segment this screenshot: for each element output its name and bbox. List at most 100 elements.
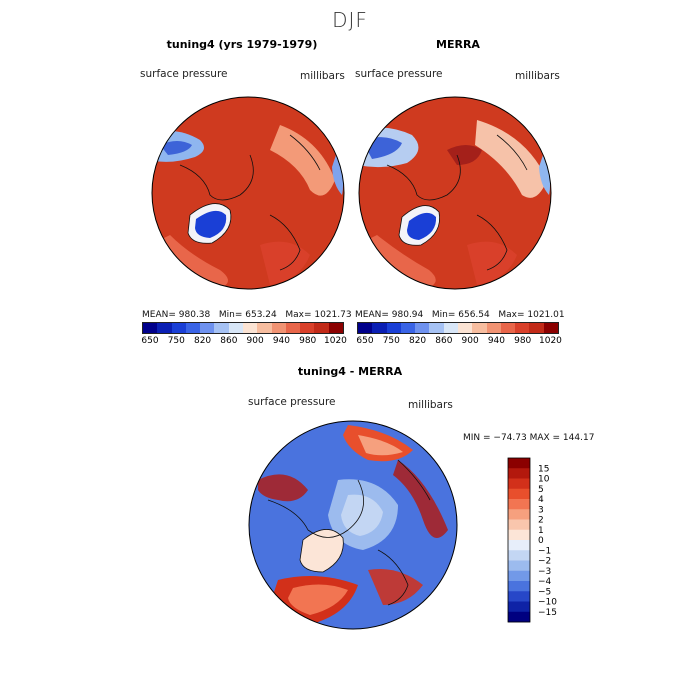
diff-colorbar-segment — [508, 529, 530, 541]
model-panel-title: tuning4 (yrs 1979-1979) — [166, 38, 318, 51]
diff-colorbar-segment — [508, 519, 530, 531]
diff-map-region-top-positive-light — [358, 435, 403, 456]
diff-colorbar-segment — [508, 601, 530, 613]
obs-colorbar-segment — [472, 323, 487, 333]
obs-colorbar-segment — [457, 323, 473, 333]
diff-colorbar-border — [507, 457, 531, 623]
diff-colorbar-segment — [508, 499, 530, 510]
diff-panel-title: tuning4 - MERRA — [297, 365, 403, 378]
diff-map-coastline-2 — [377, 549, 409, 606]
model-colorbar-tick-label: 650 — [141, 336, 159, 346]
diff-map-coastline-1 — [267, 479, 365, 538]
model-colorbar-segment — [200, 323, 215, 333]
diff-colorbar-tick-label: 0 — [538, 536, 544, 546]
model-colorbar-segment — [242, 323, 258, 333]
diff-colorbar-tick-label: −3 — [538, 567, 551, 577]
model-map-region-pacific-lightblue — [160, 141, 192, 155]
model-colorbar-tick-label: 940 — [272, 336, 291, 346]
obs-colorbar-segment — [529, 323, 544, 333]
obs-colorbar-segment — [372, 323, 387, 333]
model-colorbar-segment — [257, 323, 272, 333]
obs-min-value: 656.54 — [458, 310, 490, 320]
model-max-label: Max= — [285, 310, 312, 320]
obs-colorbar-tick-label: 900 — [461, 336, 479, 346]
obs-map-region-siberian-high — [447, 145, 482, 165]
obs-map-coastline-3 — [496, 134, 528, 171]
obs-map-border — [358, 96, 552, 290]
model-polar-map — [151, 96, 345, 290]
model-colorbar-tick-label: 820 — [193, 336, 212, 346]
diff-map-coastline-4 — [299, 529, 344, 573]
obs-units-label: millibars — [515, 70, 560, 82]
model-map-border — [151, 96, 345, 290]
obs-colorbar-tick-label: 940 — [487, 336, 506, 346]
diff-colorbar-segment — [508, 478, 530, 490]
diff-colorbar-segment — [508, 581, 530, 592]
model-mean-value: 980.38 — [178, 310, 211, 320]
diff-colorbar-segment — [508, 570, 530, 582]
diff-colorbar-segment — [508, 488, 530, 500]
obs-mean-label: MEAN= — [355, 310, 389, 320]
obs-max-label: Max= — [498, 310, 525, 320]
diff-colorbar-tick-label: 15 — [538, 464, 549, 474]
model-variable-label: surface pressure — [140, 68, 228, 80]
obs-max-value: 1021.01 — [527, 310, 565, 320]
obs-colorbar-tick-label: 980 — [514, 336, 532, 346]
obs-variable-label: surface pressure — [355, 68, 443, 80]
model-map-region-asia-light — [270, 125, 335, 196]
diff-colorbar-tick-label: 2 — [538, 516, 544, 526]
diff-colorbar-segment — [508, 611, 530, 623]
diff-minmax: MIN = −74.73 MAX = 144.17 — [463, 433, 595, 443]
model-colorbar-segment — [228, 323, 243, 333]
obs-colorbar-segment — [429, 323, 444, 333]
obs-colorbar-segment — [543, 323, 558, 333]
diff-colorbar-segment — [508, 550, 530, 561]
diff-map-coastline-3 — [397, 459, 431, 501]
model-min-value: 653.24 — [245, 310, 277, 320]
diff-units-label: millibars — [408, 399, 453, 411]
diff-polar-map — [248, 420, 458, 630]
model-max-value: 1021.73 — [314, 310, 352, 320]
model-colorbar-segment — [185, 323, 201, 333]
obs-colorbar-tick-label: 750 — [382, 336, 400, 346]
diff-map-region-lower-right-red — [368, 569, 423, 605]
model-colorbar-tick-label: 860 — [220, 336, 238, 346]
model-map-coastline-3 — [289, 134, 321, 171]
figure-suptitle: DJF — [332, 8, 368, 32]
model-colorbar-segment — [171, 323, 186, 333]
model-colorbar-tick-label: 1020 — [324, 336, 347, 346]
diff-map-border — [248, 420, 458, 630]
model-colorbar — [142, 322, 344, 334]
diff-colorbar-tick-label: −2 — [538, 557, 551, 567]
diff-map-region-right-red-band — [393, 460, 448, 538]
model-map-region-europe — [260, 241, 310, 285]
diff-colorbar-segment — [508, 591, 530, 602]
diff-colorbar-tick-label: −15 — [538, 608, 557, 618]
obs-polar-map — [358, 96, 552, 290]
model-colorbar-segment — [157, 323, 172, 333]
model-colorbar-segment — [314, 323, 329, 333]
diff-colorbar-tick-label: −10 — [538, 598, 557, 608]
diff-colorbar-tick-label: 4 — [538, 495, 544, 505]
diff-colorbar-segment — [508, 458, 530, 469]
obs-colorbar-segment — [400, 323, 416, 333]
model-colorbar-segment — [300, 323, 315, 333]
obs-map-coastline-2 — [476, 214, 508, 271]
obs-colorbar-segment — [386, 323, 401, 333]
model-colorbar-segment — [328, 323, 343, 333]
obs-colorbar-ticks: 650 750 820 860 900 940 980 1020 — [356, 336, 562, 348]
diff-colorbar-segment — [508, 468, 530, 479]
model-colorbar-segment — [285, 323, 301, 333]
obs-colorbar-tick-label: 820 — [408, 336, 427, 346]
model-colorbar-segment — [143, 323, 158, 333]
diff-colorbar-tick-label: −5 — [538, 587, 551, 597]
diff-colorbar-tick-label: 5 — [538, 485, 544, 495]
diff-colorbar-tick-label: 1 — [538, 526, 544, 536]
model-mean-label: MEAN= — [142, 310, 176, 320]
model-map-region-atlantic-blue — [332, 155, 344, 195]
obs-panel-title: MERRA — [436, 38, 480, 51]
diff-map-region-central-lighter — [341, 494, 383, 536]
diff-map-region-left-red-band — [258, 474, 308, 502]
model-colorbar-ticks: 650 750 820 860 900 940 980 1020 — [141, 336, 347, 348]
obs-map-region-europe — [467, 241, 517, 285]
